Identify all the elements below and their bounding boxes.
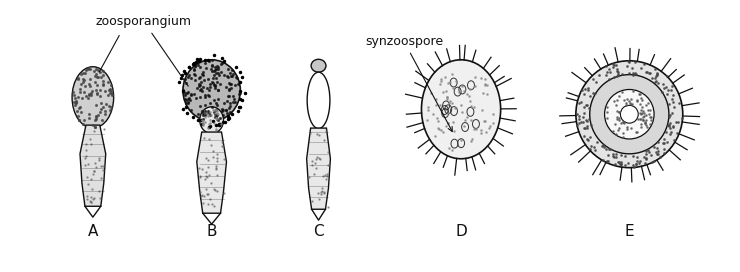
Text: zoosporangium: zoosporangium <box>95 15 192 86</box>
Polygon shape <box>197 132 226 213</box>
Ellipse shape <box>307 72 330 129</box>
Ellipse shape <box>200 107 223 134</box>
Text: A: A <box>87 224 98 239</box>
Ellipse shape <box>72 67 114 128</box>
Ellipse shape <box>422 60 501 159</box>
Ellipse shape <box>590 75 669 154</box>
Text: synzoospore: synzoospore <box>365 35 452 131</box>
Text: C: C <box>313 224 324 239</box>
Ellipse shape <box>576 61 683 168</box>
Polygon shape <box>80 125 106 206</box>
Polygon shape <box>306 128 330 209</box>
Ellipse shape <box>605 89 654 139</box>
Text: B: B <box>206 224 217 239</box>
Ellipse shape <box>311 59 326 72</box>
Text: E: E <box>625 224 634 239</box>
Ellipse shape <box>620 105 638 123</box>
Text: D: D <box>455 224 467 239</box>
Ellipse shape <box>183 60 240 121</box>
